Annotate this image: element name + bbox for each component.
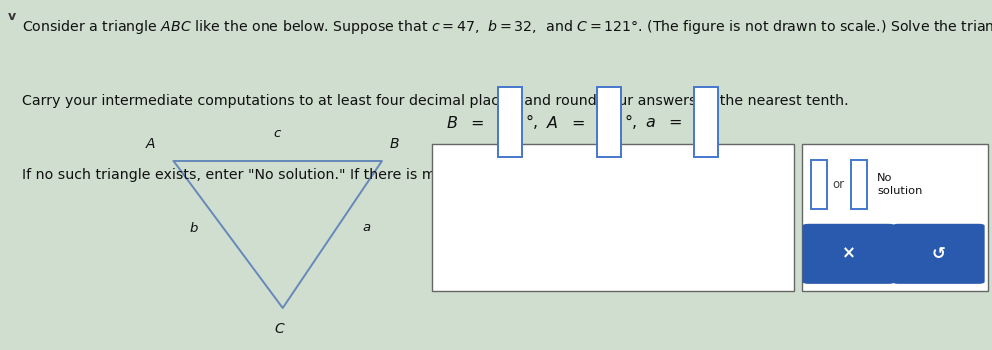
- Bar: [851, 160, 867, 209]
- Text: $b$: $b$: [188, 220, 198, 234]
- Text: °,: °,: [526, 115, 539, 130]
- Text: $a$: $a$: [362, 221, 371, 234]
- Bar: [432, 144, 794, 290]
- Text: ↺: ↺: [931, 245, 945, 263]
- Text: Carry your intermediate computations to at least four decimal places, and round : Carry your intermediate computations to …: [22, 94, 848, 108]
- Text: $A$: $A$: [146, 136, 157, 150]
- Text: v: v: [8, 10, 16, 23]
- Bar: [498, 88, 522, 158]
- Text: or: or: [832, 178, 844, 191]
- Bar: [811, 160, 827, 209]
- FancyBboxPatch shape: [893, 224, 985, 284]
- Bar: [802, 144, 988, 290]
- Text: $c$: $c$: [273, 127, 283, 140]
- Text: $C$: $C$: [274, 322, 286, 336]
- Bar: [694, 88, 718, 158]
- Text: ×: ×: [841, 245, 855, 263]
- Text: $B$: $B$: [389, 136, 400, 150]
- Text: °,: °,: [625, 115, 638, 130]
- Bar: [597, 88, 621, 158]
- Text: If no such triangle exists, enter "No solution." If there is more than one solut: If no such triangle exists, enter "No so…: [22, 168, 737, 182]
- Text: $a$  $=$: $a$ $=$: [645, 115, 682, 130]
- Text: $B$  $=$: $B$ $=$: [446, 114, 484, 131]
- FancyBboxPatch shape: [803, 224, 895, 284]
- Text: $A$  $=$: $A$ $=$: [546, 114, 584, 131]
- Text: Consider a triangle $ABC$ like the one below. Suppose that $c = 47$,  $b = 32$, : Consider a triangle $ABC$ like the one b…: [22, 18, 992, 35]
- Text: No
solution: No solution: [877, 174, 923, 196]
